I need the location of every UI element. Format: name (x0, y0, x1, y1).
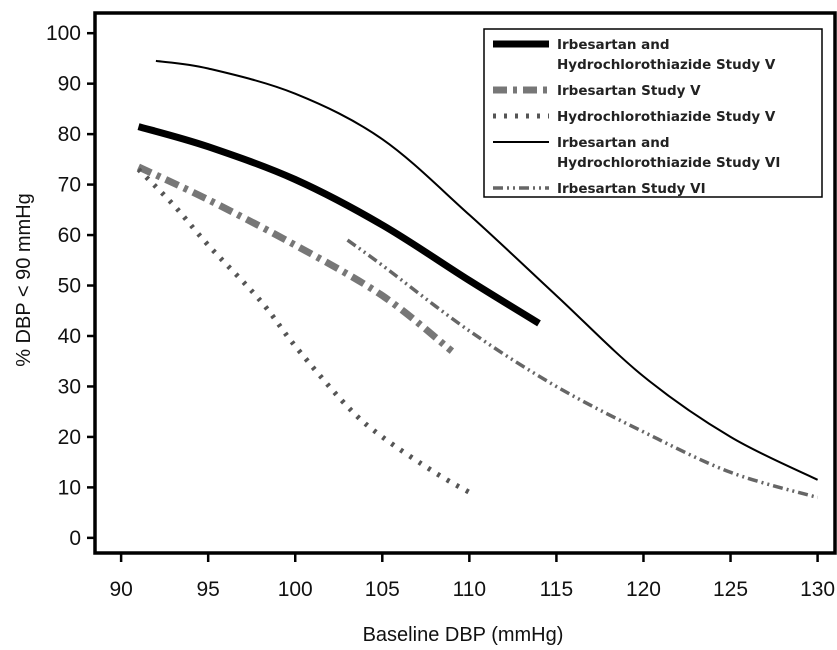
legend-label: Irbesartan Study VI (557, 181, 706, 197)
x-axis-title: Baseline DBP (mmHg) (363, 624, 564, 646)
x-tick-label: 105 (365, 578, 400, 601)
y-tick-label: 20 (58, 426, 81, 449)
x-tick-label: 110 (453, 578, 486, 601)
ticks: 90 95 100 105 110 115 120 125 130 0 10 20 30 40 50 60 70… (46, 22, 835, 601)
y-tick-label: 40 (58, 325, 81, 348)
legend-label: Irbesartan and (557, 135, 670, 151)
series-line-4 (155, 59, 819, 481)
legend: Irbesartan and Hydrochlorothiazide Study … (483, 28, 823, 198)
legend-label: Hydrochlorothiazide Study V (557, 109, 776, 125)
y-axis-title: % DBP < 90 mmHg (13, 193, 35, 367)
legend-label: Irbesartan and (557, 37, 670, 53)
x-tick-label: 115 (540, 578, 573, 601)
legend-label: Irbesartan Study V (557, 83, 701, 99)
legend-label: Hydrochlorothiazide Study VI (557, 155, 780, 171)
series-lines (136, 59, 819, 500)
y-tick-label: 90 (58, 73, 81, 96)
legend-label: Hydrochlorothiazide Study V (557, 57, 776, 73)
y-tick-label: 0 (69, 527, 81, 550)
x-tick-label: 100 (278, 578, 313, 601)
y-tick-label: 50 (58, 275, 81, 298)
x-tick-label: 120 (626, 578, 661, 601)
y-tick-label: 100 (46, 22, 81, 45)
legend-box (483, 28, 823, 198)
y-tick-label: 70 (58, 174, 81, 197)
y-tick-label: 10 (58, 476, 81, 499)
y-tick-label: 60 (58, 224, 81, 247)
series-line-3 (136, 167, 471, 495)
series-line-2 (137, 163, 455, 354)
x-tick-label: 90 (109, 578, 132, 601)
series-line-1 (137, 123, 541, 327)
y-tick-label: 30 (58, 375, 81, 398)
series-line-5 (346, 238, 819, 500)
plot-frame (93, 11, 837, 555)
x-tick-label: 95 (196, 578, 219, 601)
y-tick-label: 80 (58, 123, 81, 146)
x-tick-label: 130 (800, 578, 835, 601)
x-tick-label: 125 (713, 578, 748, 601)
